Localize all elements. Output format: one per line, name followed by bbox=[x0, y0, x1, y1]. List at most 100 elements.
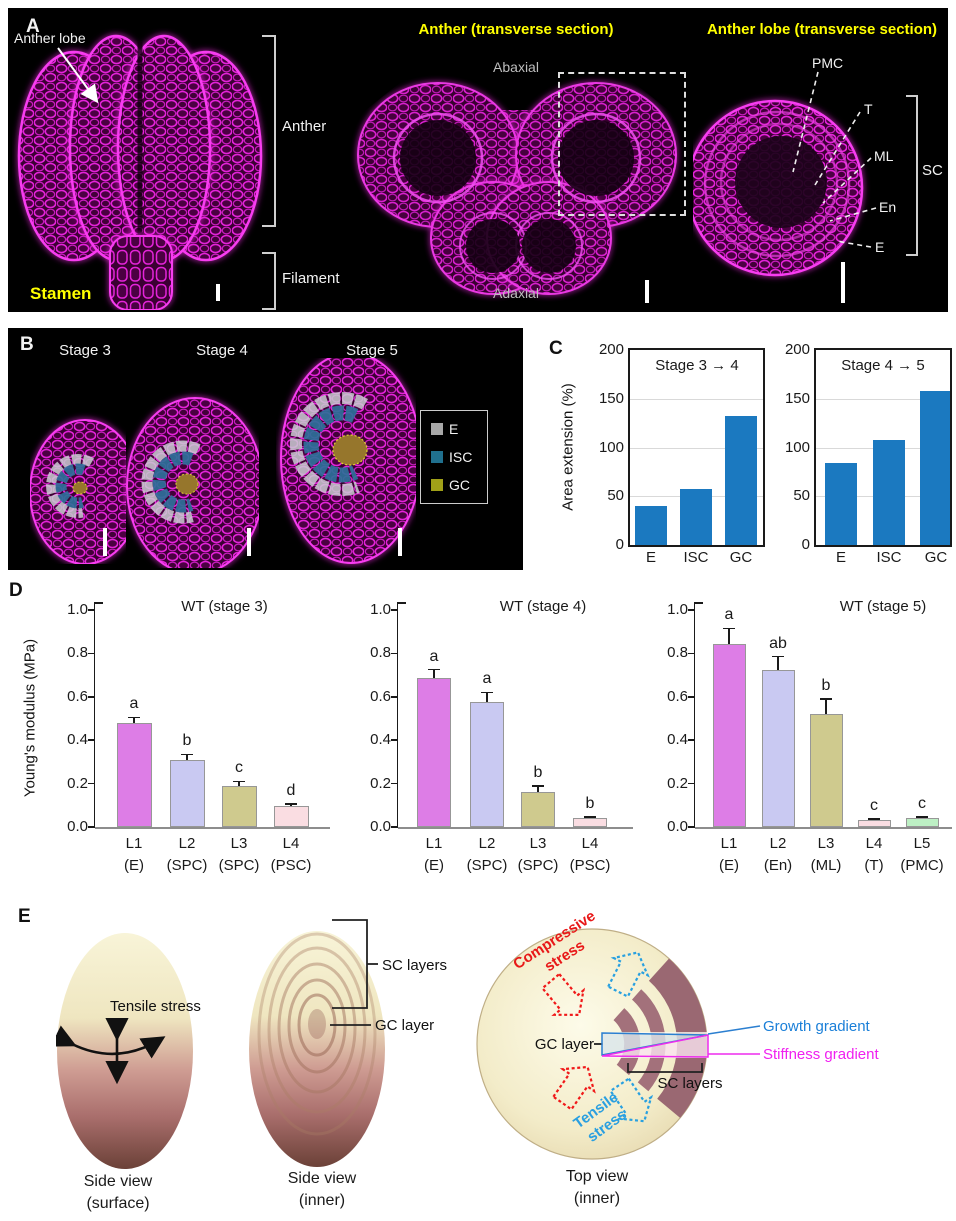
x-axis-line bbox=[398, 827, 633, 829]
stress-arrows bbox=[540, 951, 653, 1123]
tensile-stress-label: Tensile stress bbox=[110, 998, 201, 1015]
legend-row-gc: GC bbox=[421, 477, 487, 493]
anther-lobe-micrograph bbox=[693, 62, 877, 305]
y-tick-label: 1.0 bbox=[67, 601, 88, 618]
y-axis-line bbox=[93, 602, 95, 827]
stage3-title: Stage 3 bbox=[59, 342, 111, 359]
growth-gradient-label: Growth gradient bbox=[763, 1018, 870, 1035]
y-tick-label: 100 bbox=[784, 438, 810, 456]
sig-letter: c bbox=[235, 759, 243, 777]
y-axis-cap bbox=[693, 602, 703, 604]
sc-gc-layer-rings bbox=[257, 932, 377, 1136]
y-tick-label: 0.0 bbox=[370, 818, 391, 835]
category-sub-label: (ML) bbox=[810, 857, 842, 874]
error-bar-cap bbox=[723, 627, 735, 630]
legend-row-isc: ISC bbox=[421, 449, 487, 465]
legend-label-gc: GC bbox=[449, 477, 470, 493]
error-bar-cap bbox=[868, 818, 880, 820]
category-label: L2 bbox=[478, 835, 496, 852]
category-label: ISC bbox=[876, 549, 902, 566]
lobe-highlight-box bbox=[558, 72, 686, 216]
legend-row-e: E bbox=[421, 421, 487, 437]
category-label: GC bbox=[924, 549, 948, 566]
error-bar bbox=[728, 628, 730, 644]
caption-top-inner-2: (inner) bbox=[573, 1190, 621, 1207]
isc-overlay bbox=[152, 451, 194, 513]
y-tick-label: 50 bbox=[607, 487, 624, 505]
anther-section-micrograph bbox=[343, 58, 691, 308]
sig-letter: b bbox=[821, 676, 831, 694]
stage5-micrograph bbox=[280, 358, 416, 564]
gridline bbox=[816, 398, 950, 400]
adaxial-label: Adaxial bbox=[493, 285, 539, 301]
stage4-title: Stage 4 bbox=[196, 342, 248, 359]
side-view-inner-diagram bbox=[249, 931, 385, 1167]
error-bar-cap bbox=[584, 816, 596, 818]
error-bar-cap bbox=[233, 780, 245, 783]
y-tick-label: 0.8 bbox=[67, 644, 88, 662]
category-label: L4 bbox=[865, 835, 883, 852]
compressive-arrow-bottom bbox=[551, 1065, 596, 1111]
category-sub-label: (SPC) bbox=[218, 857, 260, 874]
bar bbox=[873, 439, 905, 545]
panel-b-label: B bbox=[20, 334, 34, 355]
scale-bar bbox=[398, 528, 402, 556]
error-bar bbox=[537, 785, 539, 793]
y-tick-mark bbox=[88, 782, 95, 785]
legend-swatch-isc bbox=[431, 451, 443, 463]
y-tick-label: 0.2 bbox=[370, 774, 391, 792]
gc-overlay bbox=[72, 481, 88, 495]
y-tick-mark bbox=[688, 782, 695, 785]
error-bar-cap bbox=[772, 655, 784, 658]
bar bbox=[635, 506, 667, 545]
anther-bracket bbox=[262, 35, 276, 227]
category-label: L2 bbox=[178, 835, 196, 852]
y-tick-label: 1.0 bbox=[667, 601, 688, 618]
caption-side-surface-1: Side view bbox=[83, 1173, 153, 1190]
e-overlay bbox=[141, 440, 201, 524]
category-label: L1 bbox=[720, 835, 738, 852]
isc-overlay bbox=[303, 405, 359, 483]
isc-overlay bbox=[55, 463, 86, 509]
category-label: L1 bbox=[425, 835, 443, 852]
compressive-arrow-top bbox=[540, 972, 586, 1016]
stage5-title: Stage 5 bbox=[346, 342, 398, 359]
y-tick-label: 0.4 bbox=[67, 731, 88, 749]
tensile-arrow-bottom bbox=[609, 1077, 653, 1123]
category-label: L1 bbox=[125, 835, 143, 852]
category-label: L3 bbox=[817, 835, 835, 852]
y-axis-cap bbox=[396, 602, 406, 604]
gridline bbox=[630, 398, 763, 400]
panel-d-label: D bbox=[9, 580, 23, 601]
y-tick-mark bbox=[88, 826, 95, 828]
bar bbox=[920, 390, 952, 545]
bar bbox=[221, 785, 257, 827]
error-bar bbox=[133, 717, 135, 723]
category-label: L4 bbox=[581, 835, 599, 852]
category-label: L4 bbox=[282, 835, 300, 852]
panel-b-legend: E ISC GC bbox=[420, 410, 488, 504]
anther-label: Anther bbox=[282, 118, 327, 135]
filament-bracket bbox=[262, 252, 276, 310]
y-tick-label: 1.0 bbox=[370, 601, 391, 618]
y-tick-label: 0.0 bbox=[67, 818, 88, 835]
category-sub-label: (PSC) bbox=[270, 857, 312, 874]
y-tick-label: 0.0 bbox=[667, 818, 688, 835]
legend-swatch-gc bbox=[431, 479, 443, 491]
y-tick-label: 200 bbox=[598, 341, 624, 358]
gc-layer-top-label: GC layer bbox=[534, 1036, 594, 1053]
sig-letter: d bbox=[286, 781, 296, 799]
y-tick-label: 0 bbox=[801, 536, 810, 553]
stage3-micrograph bbox=[30, 419, 126, 564]
y-axis-line bbox=[396, 602, 398, 827]
panel-e-label: E bbox=[18, 906, 31, 927]
y-tick-label: 0.8 bbox=[370, 644, 391, 662]
caption-side-inner-1: Side view bbox=[287, 1170, 357, 1187]
y-tick-mark bbox=[688, 826, 695, 828]
y-tick-mark bbox=[688, 609, 695, 611]
bar bbox=[116, 722, 152, 827]
chart-title: Stage 4 → 5 bbox=[841, 357, 925, 374]
error-bar-cap bbox=[820, 698, 832, 700]
stamen-filament bbox=[109, 235, 173, 310]
